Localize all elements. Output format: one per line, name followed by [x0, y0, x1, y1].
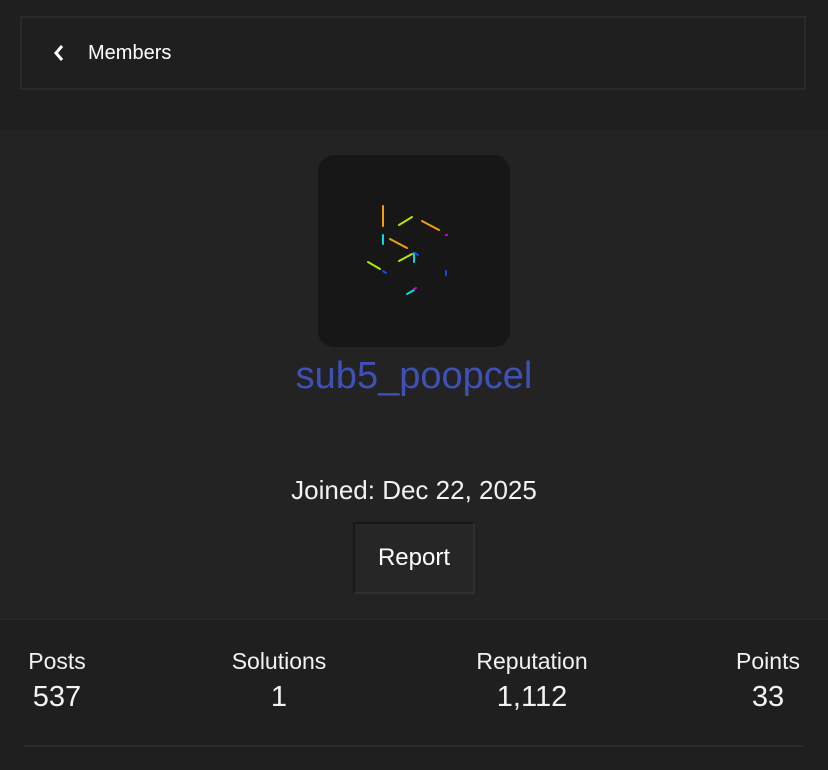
profile-header: sub5_poopcel Joined: Dec 22, 2025 Report — [0, 131, 828, 619]
back-to-members-link[interactable]: Members — [52, 18, 171, 88]
stat-label: Solutions — [231, 648, 327, 674]
avatar — [318, 155, 510, 347]
username-link[interactable]: sub5_poopcel — [295, 355, 533, 397]
joined-date: Joined: Dec 22, 2025 — [291, 475, 537, 505]
chevron-left-icon — [54, 45, 64, 61]
stat-value: 1 — [270, 681, 288, 713]
stats-section: Posts 537 Solutions 1 Reputation 1,112 P… — [0, 620, 828, 770]
report-button[interactable]: Report — [353, 522, 475, 594]
divider — [24, 745, 804, 747]
stat-label: Posts — [28, 648, 86, 674]
top-nav-bar: Members — [20, 16, 806, 90]
stat-label: Points — [736, 648, 800, 674]
back-label: Members — [88, 41, 172, 64]
stat-label: Reputation — [476, 648, 588, 674]
stat-value: 1,112 — [496, 681, 568, 713]
stat-points: Points 33 — [728, 648, 808, 714]
avatar-pattern-icon — [367, 205, 448, 295]
stat-solutions: Solutions 1 — [219, 648, 339, 714]
stat-reputation: Reputation 1,112 — [462, 648, 602, 714]
divider — [0, 618, 828, 620]
stat-posts: Posts 537 — [24, 648, 90, 714]
stat-value: 33 — [751, 681, 785, 713]
stat-value: 537 — [32, 681, 82, 713]
